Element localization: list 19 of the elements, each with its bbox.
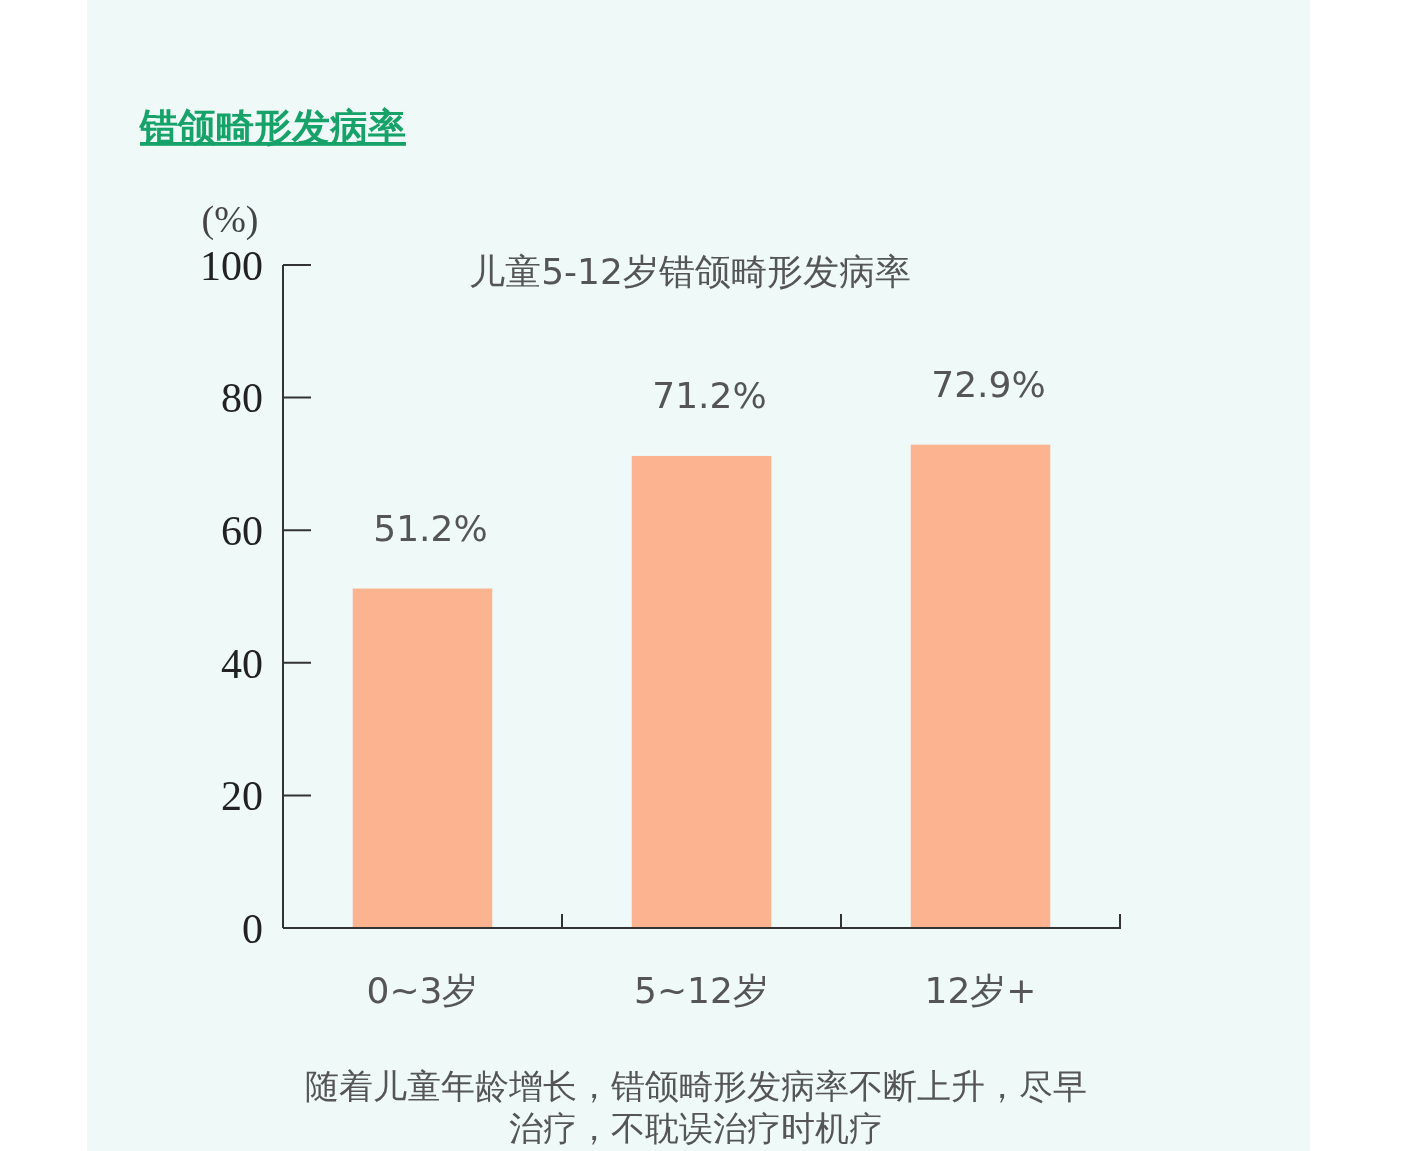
bar: [910, 444, 1051, 928]
chart-subtitle: 儿童5-12岁错颌畸形发病率: [469, 251, 911, 292]
x-tick-label: 5~12岁: [634, 970, 769, 1011]
y-tick-label: 60: [221, 507, 263, 554]
y-tick-label: 0: [242, 905, 263, 952]
x-tick-label: 0~3岁: [366, 970, 479, 1011]
chart-title: 错颌畸形发病率: [138, 105, 406, 149]
bar: [352, 588, 493, 928]
x-tick-label: 12岁+: [924, 970, 1037, 1011]
data-label: 51.2%: [373, 507, 488, 549]
y-tick-label: 40: [221, 640, 263, 687]
y-axis-title: (%): [201, 198, 259, 241]
y-tick-label: 20: [221, 773, 263, 820]
data-label: 71.2%: [652, 374, 767, 416]
text: 随着儿童年龄增长，错颌畸形发病率不断上升，尽早治疗，不耽误治疗时机疗: [305, 1066, 1087, 1148]
bar: [631, 455, 772, 928]
y-tick-label: 80: [221, 375, 263, 422]
data-label: 72.9%: [931, 363, 1046, 405]
y-tick-label: 100: [200, 242, 263, 289]
